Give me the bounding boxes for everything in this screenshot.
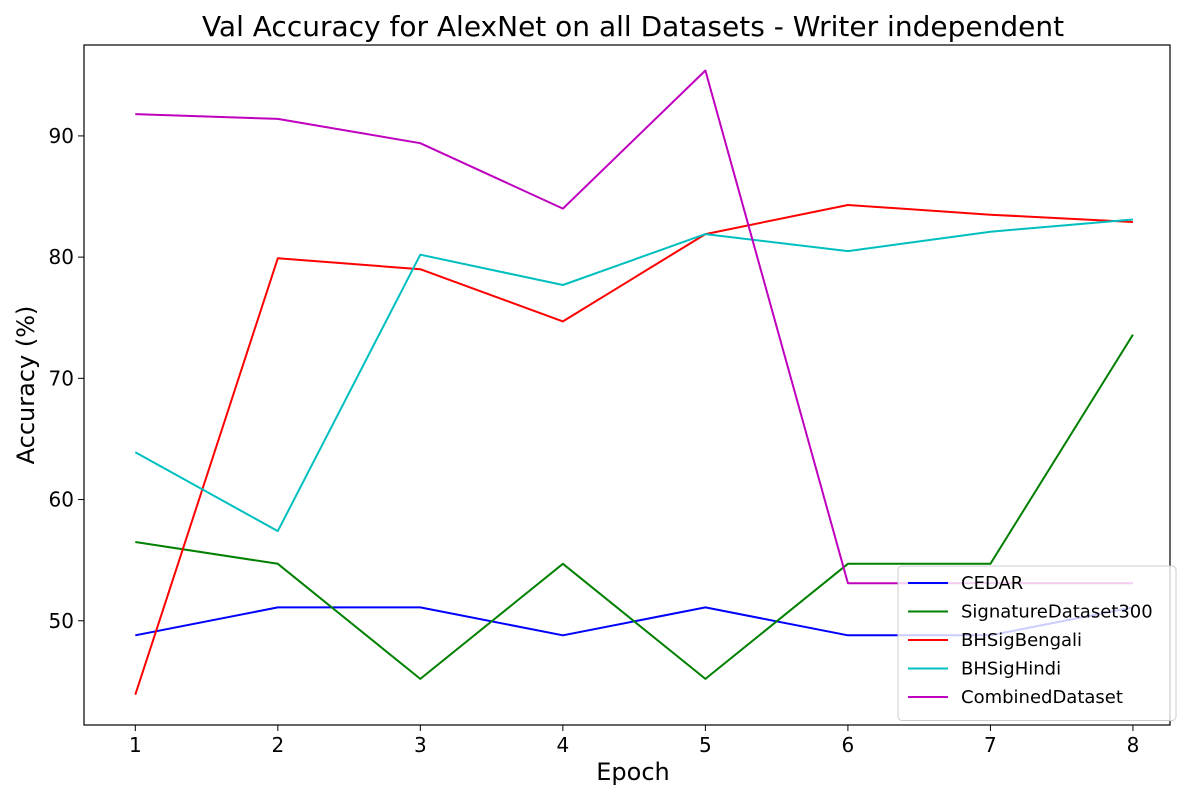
y-tick-label: 90 [49, 124, 74, 148]
legend: CEDAR SignatureDataset300 BHSigBengali BHSi… [897, 565, 1177, 721]
y-tick-label: 80 [49, 245, 74, 269]
legend-box [897, 565, 1177, 721]
x-tick-label: 7 [984, 733, 997, 757]
legend-label-bhsighindi: BHSigHindi [961, 659, 1061, 680]
x-tick-label: 6 [842, 733, 855, 757]
x-tick-label: 2 [271, 733, 284, 757]
series-line-signaturedataset300 [135, 334, 1134, 680]
legend-label-bhsigbengali: BHSigBengali [961, 630, 1082, 651]
x-axis-label: Epoch [596, 758, 670, 786]
y-axis-label: Accuracy (%) [12, 306, 40, 465]
y-tick-label: 50 [49, 609, 74, 633]
chart-title: Val Accuracy for AlexNet on all Datasets… [202, 10, 1064, 43]
x-tick-label: 1 [129, 733, 142, 757]
x-tick-label: 5 [699, 733, 712, 757]
y-axis: 50 60 70 80 90 [49, 124, 84, 633]
x-tick-label: 4 [556, 733, 569, 757]
x-tick-label: 8 [1127, 733, 1140, 757]
series-line-bhsighindi [134, 218, 1133, 533]
legend-label-cedar: CEDAR [961, 573, 1023, 594]
legend-label-signaturedataset300: SignatureDataset300 [961, 602, 1153, 623]
series-line-combineddataset [135, 69, 1133, 585]
x-axis: 1 2 3 4 5 6 7 8 [129, 725, 1139, 757]
legend-label-combineddataset: CombinedDataset [961, 687, 1123, 708]
plot-frame [83, 44, 1171, 726]
x-tick-label: 3 [414, 733, 427, 757]
y-tick-label: 60 [49, 488, 74, 512]
y-tick-label: 70 [49, 366, 74, 390]
series-line-bhsigbengali [134, 204, 1133, 696]
